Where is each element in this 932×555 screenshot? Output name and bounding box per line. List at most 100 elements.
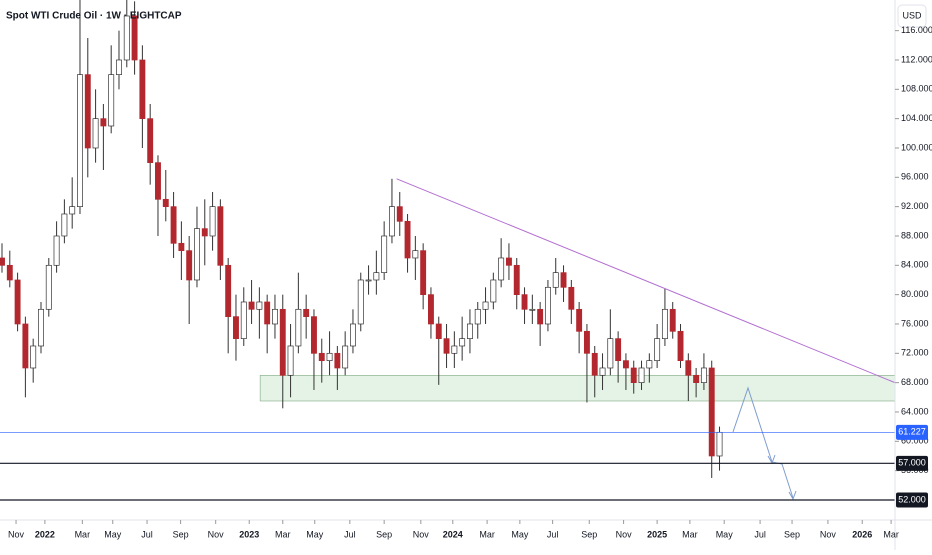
price-badge [896, 492, 928, 508]
x-tick-label: Nov [820, 529, 837, 539]
candle-body [661, 308, 668, 339]
candle-body [466, 323, 473, 339]
candle-body [240, 301, 247, 339]
candle-body [716, 431, 723, 457]
candle-body [30, 345, 37, 369]
price-badge-label: 52.000 [898, 494, 926, 504]
candle-body [529, 308, 536, 311]
candle-body [381, 235, 388, 273]
candle-body [45, 264, 52, 310]
x-tick-label: Mar [275, 529, 291, 539]
candle-body [162, 198, 169, 208]
candle-body [482, 301, 489, 310]
candle-body [677, 330, 684, 361]
candle-body [84, 74, 91, 149]
candle-body [209, 206, 216, 237]
candle-body [22, 323, 29, 369]
y-tick-label: 64.000 [901, 406, 929, 416]
y-tick-label: 92.000 [901, 201, 929, 211]
x-tick-label: Jul [141, 529, 153, 539]
candle-body [14, 279, 21, 325]
candle-body [513, 264, 520, 295]
candle-body [225, 264, 232, 317]
candle-body [178, 242, 185, 252]
candle-body [365, 279, 372, 282]
x-tick-label: Sep [173, 529, 189, 539]
candle-body [669, 308, 676, 332]
y-tick-label: 60.000 [901, 436, 929, 446]
candle-body [474, 308, 481, 325]
x-tick-label: 2026 [852, 529, 872, 539]
candle-body [0, 257, 5, 266]
candle-body [248, 301, 255, 310]
price-badge-label: 57.000 [898, 458, 926, 468]
candle-body [373, 272, 380, 281]
x-tick-label: Jul [547, 529, 559, 539]
candle-body [638, 367, 645, 383]
candle-body [201, 228, 208, 237]
chart-title: Spot WTI Crude Oil · 1W · EIGHTCAP [6, 11, 182, 22]
currency-label[interactable]: USD [902, 10, 922, 20]
x-tick-label: May [716, 529, 734, 539]
y-tick-label: 96.000 [901, 172, 929, 182]
x-tick-label: Jul [754, 529, 766, 539]
candle-body [272, 308, 278, 325]
price-badge-label: 61.227 [898, 427, 926, 437]
candle-body [155, 162, 161, 200]
candle-body [428, 294, 434, 325]
x-tick-label: May [104, 529, 122, 539]
x-tick-label: 2022 [35, 529, 55, 539]
candle-body [630, 367, 637, 383]
candle-body [326, 352, 333, 361]
candle-body [131, 15, 138, 61]
candle-body [287, 345, 294, 376]
candle-body [186, 250, 193, 281]
x-tick-label: Nov [616, 529, 633, 539]
x-tick-label: Sep [784, 529, 800, 539]
candle-body [622, 360, 629, 369]
candle-body [396, 206, 403, 222]
currency-button[interactable] [897, 4, 927, 28]
x-tick-label: Jul [344, 529, 356, 539]
y-tick-label: 104.000 [901, 113, 932, 123]
candle-body [92, 118, 99, 149]
candle-body [6, 264, 13, 281]
price-badge [896, 424, 928, 440]
x-tick-label: Mar [883, 529, 899, 539]
candle-body [576, 308, 583, 332]
candle-body [139, 59, 146, 120]
price-badge [896, 455, 928, 471]
x-tick-label: Sep [376, 529, 392, 539]
candle-body [583, 330, 590, 354]
candle-body [311, 316, 317, 354]
x-tick-label: May [511, 529, 529, 539]
candle-body [318, 352, 325, 361]
x-tick-label: Sep [581, 529, 597, 539]
candle-body [521, 294, 528, 310]
candle-body [100, 118, 107, 127]
candle-body [412, 250, 419, 259]
x-tick-label: May [306, 529, 324, 539]
candle-body [342, 345, 349, 369]
candle-body [147, 118, 154, 164]
candle-body [544, 286, 551, 325]
candle-body [334, 352, 341, 369]
candle-body [537, 308, 544, 325]
candle-body [170, 206, 177, 244]
y-tick-label: 108.000 [901, 84, 932, 94]
y-tick-label: 84.000 [901, 260, 929, 270]
candle-body [69, 206, 76, 215]
candle-body [116, 59, 122, 76]
candle-body [357, 279, 364, 325]
candle-body [607, 338, 614, 369]
candle-body [591, 352, 598, 376]
candle-body [568, 286, 575, 310]
candle-body [435, 323, 442, 339]
trendline [396, 178, 895, 384]
candle-body [38, 308, 44, 347]
candle-body [279, 308, 286, 376]
x-tick-label: 2023 [239, 529, 259, 539]
candle-body [599, 367, 606, 376]
y-tick-label: 76.000 [901, 318, 929, 328]
candle-body [295, 308, 302, 347]
